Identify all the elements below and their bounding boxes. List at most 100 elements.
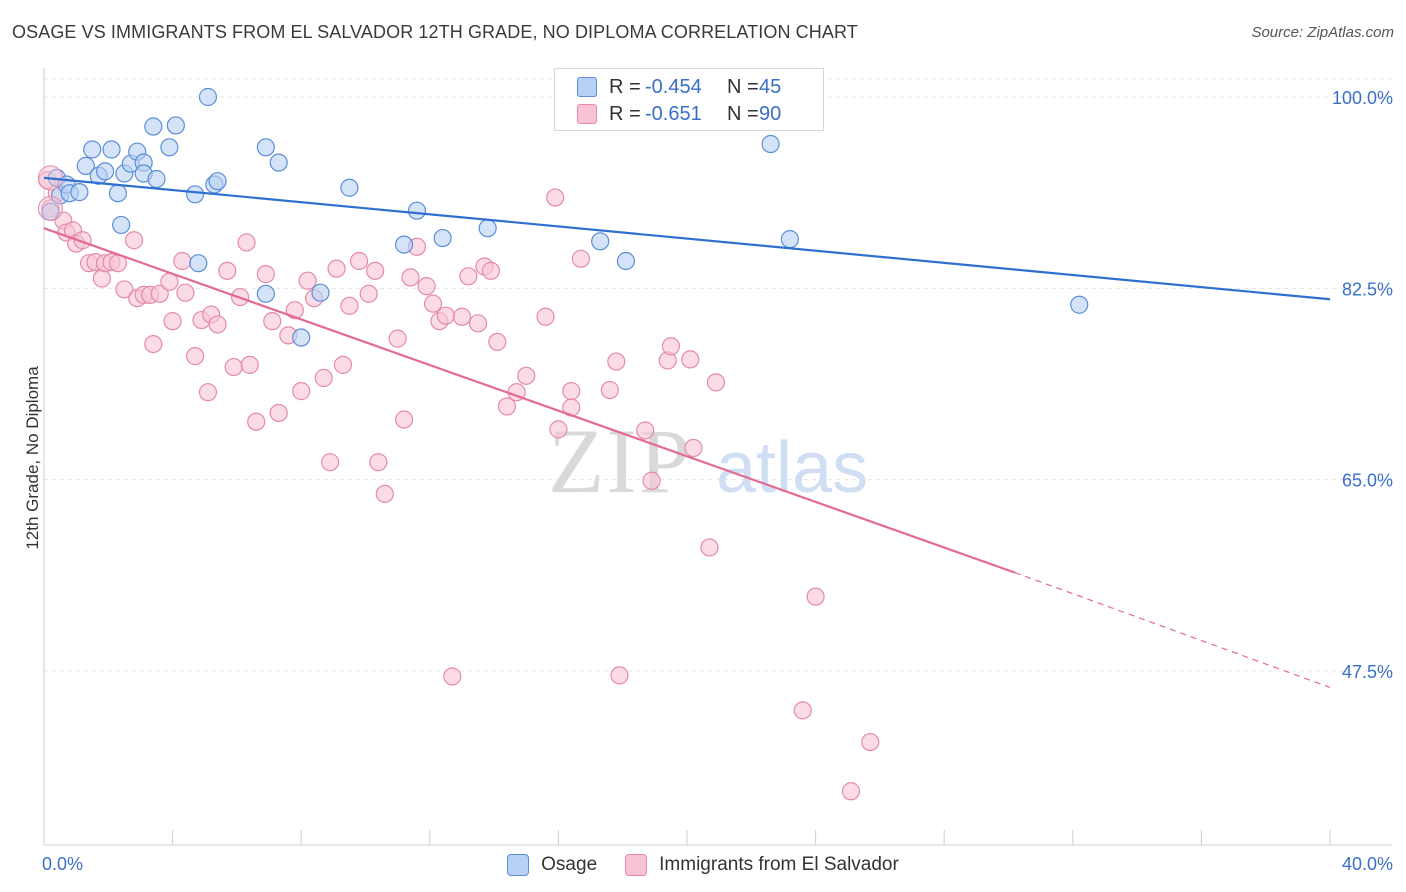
data-point [83, 140, 102, 159]
n-label: N = [727, 102, 759, 125]
data-point [401, 268, 420, 287]
data-point [285, 301, 304, 320]
data-point [166, 116, 185, 135]
data-point [546, 188, 565, 207]
data-point [700, 538, 719, 557]
data-point [150, 284, 169, 303]
data-point [549, 420, 568, 439]
data-point [124, 231, 144, 250]
data-point [115, 280, 134, 299]
data-point [375, 484, 394, 503]
data-point [208, 315, 227, 334]
osage-swatch-icon [577, 77, 597, 97]
data-point [333, 355, 353, 374]
data-point [642, 471, 661, 490]
data-point [256, 265, 275, 284]
data-point [369, 453, 388, 472]
data-point [218, 261, 237, 280]
source-label: Source: ZipAtlas.com [1251, 24, 1394, 41]
data-point [92, 269, 111, 288]
watermark-atlas: atlas [716, 428, 868, 508]
r-value: -0.454 [645, 75, 702, 98]
data-point [681, 350, 700, 369]
data-point [224, 357, 243, 377]
data-point [394, 410, 414, 429]
data-point [163, 312, 182, 331]
data-point [340, 178, 359, 197]
data-point [186, 347, 205, 366]
data-point [95, 162, 115, 181]
data-point [841, 782, 861, 801]
data-point [327, 259, 346, 278]
data-point [70, 183, 89, 202]
data-point [443, 667, 462, 686]
chart-title: OSAGE VS IMMIGRANTS FROM EL SALVADOR 12T… [12, 22, 858, 42]
data-point [256, 284, 275, 303]
data-point [806, 587, 825, 606]
data-point [186, 185, 205, 204]
data-point [780, 230, 799, 249]
data-point [314, 368, 333, 388]
data-point [256, 138, 275, 157]
y-axis-label: 12th Grade, No Diploma [23, 366, 42, 550]
data-point [517, 366, 536, 385]
stats-row-osage: R = -0.454 N = 45 [577, 74, 781, 100]
data-point [562, 382, 581, 401]
r-label: R = [609, 102, 641, 125]
data-point [706, 373, 726, 392]
series-legend: Osage Immigrants from El Salvador [0, 852, 1406, 878]
data-point [610, 666, 629, 685]
data-point [661, 337, 681, 356]
data-point [240, 355, 259, 374]
r-label: R = [609, 75, 641, 98]
data-point [497, 397, 517, 416]
r-value: -0.651 [645, 102, 702, 125]
y-tick-label: 100.0% [1332, 88, 1393, 108]
stats-row-el-salvador: R = -0.651 N = 90 [577, 101, 781, 127]
data-point [591, 232, 610, 251]
data-point [600, 380, 619, 400]
data-point [488, 332, 507, 352]
data-point [452, 307, 472, 326]
data-point [340, 296, 359, 315]
data-point [571, 249, 591, 268]
data-point [247, 412, 266, 431]
data-point [102, 140, 121, 159]
x-tick-label: 0.0% [42, 854, 83, 874]
data-point [298, 271, 317, 290]
data-point [292, 382, 311, 401]
data-point [112, 215, 131, 235]
n-value: 90 [759, 102, 782, 125]
data-point [173, 251, 192, 271]
data-point [684, 438, 703, 458]
data-point [388, 329, 407, 348]
data-point [292, 328, 311, 347]
legend-item-el-salvador[interactable]: Immigrants from El Salvador [625, 854, 899, 876]
data-point [616, 251, 636, 271]
watermark-zip: ZIP [548, 410, 692, 512]
data-point [761, 134, 780, 154]
data-point [269, 153, 288, 172]
data-point [311, 283, 330, 302]
y-tick-label: 65.0% [1342, 471, 1393, 491]
axis-labels: 47.5% 65.0% 82.5% 100.0% 0.0% 40.0% 12th Grade… [23, 88, 1393, 874]
data-point [459, 267, 478, 286]
data-point [269, 403, 288, 423]
data-point [366, 261, 385, 280]
data-point [189, 254, 208, 273]
data-point [861, 732, 880, 752]
data-point [359, 284, 378, 303]
el-salvador-trend-extension [1014, 572, 1331, 688]
data-point [478, 219, 497, 238]
trend-lines [43, 176, 1331, 688]
data-point [1070, 295, 1089, 314]
data-point [468, 314, 488, 333]
n-value: 45 [759, 75, 782, 98]
legend-item-osage[interactable]: Osage [507, 854, 597, 876]
data-point [76, 156, 95, 175]
data-point [349, 251, 369, 271]
data-point [237, 233, 256, 252]
n-label: N = [727, 75, 759, 98]
data-point [198, 383, 218, 402]
